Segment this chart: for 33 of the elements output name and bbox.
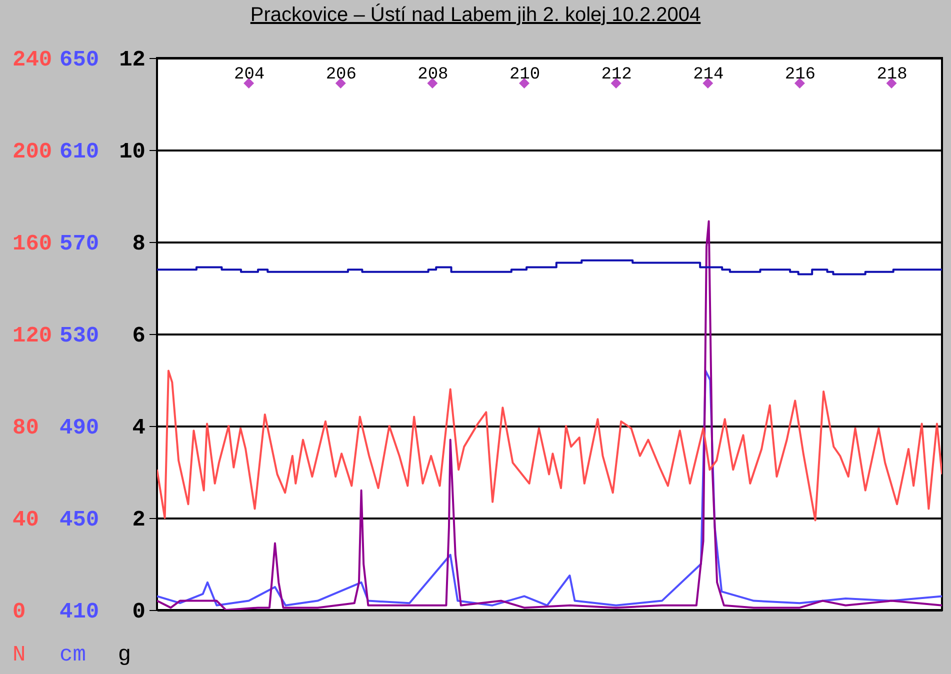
y3-tick-label: 410 (60, 600, 100, 624)
y-tick-label: 6 (132, 324, 146, 348)
x-tick-label: 210 (509, 66, 540, 84)
chart-title: Prackovice – Ústí nad Labem jih 2. kolej 10.2.2004 (249, 4, 702, 27)
x-tick-label: 204 (234, 66, 265, 84)
y3-tick-label: 610 (60, 140, 100, 164)
y3-axis-title: cm (60, 642, 86, 668)
x-tick-label: 206 (326, 66, 356, 84)
y2-tick-label: 80 (12, 416, 39, 440)
y2-tick-label: 40 (12, 508, 39, 532)
y2-axis-title: N (12, 642, 26, 668)
y2-tick-label: 160 (12, 232, 52, 256)
y-tick-label: 0 (132, 600, 146, 624)
y-tick-label: 4 (132, 416, 146, 440)
y2-tick-label: 120 (12, 324, 52, 348)
x-tick-label: 214 (693, 66, 724, 84)
y-tick-label: 12 (119, 48, 146, 72)
y2-tick-label: 0 (12, 600, 26, 624)
x-tick-label: 212 (601, 66, 632, 84)
y3-tick-label: 570 (60, 232, 100, 256)
y-axis-title: g (118, 642, 132, 668)
y3-tick-label: 450 (60, 508, 100, 532)
y-tick-label: 2 (132, 508, 146, 532)
y-tick-label: 8 (132, 232, 146, 256)
y-tick-label: 10 (119, 140, 146, 164)
x-tick-label: 216 (784, 66, 816, 84)
x-tick-label: 218 (876, 66, 908, 84)
x-tick-label: 208 (418, 66, 448, 84)
y3-tick-label: 650 (60, 48, 100, 72)
y3-tick-label: 530 (60, 324, 100, 348)
y2-tick-label: 200 (12, 140, 52, 164)
y2-tick-label: 240 (12, 48, 52, 72)
y3-tick-label: 490 (60, 416, 100, 440)
